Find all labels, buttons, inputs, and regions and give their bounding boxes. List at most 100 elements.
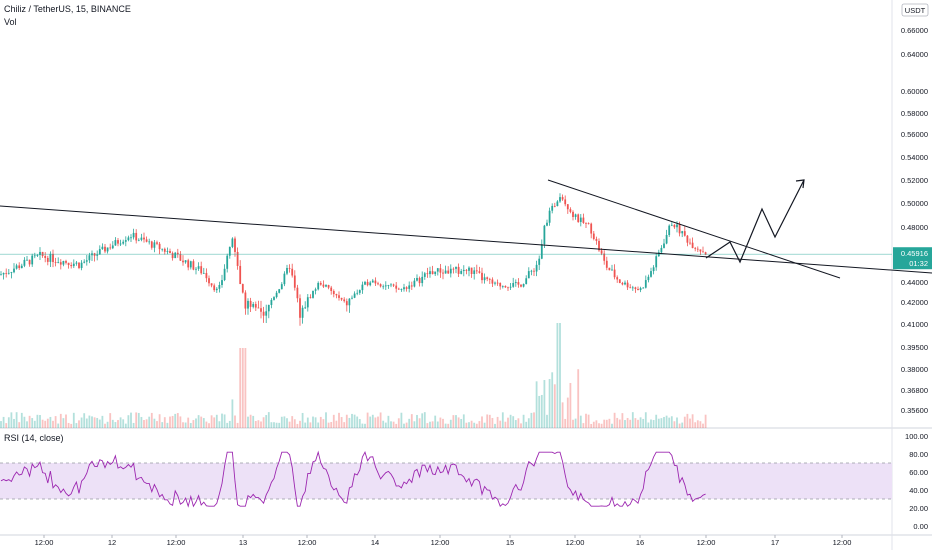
time-tick-label: 13 bbox=[239, 538, 247, 547]
candle bbox=[0, 274, 2, 276]
candle bbox=[691, 242, 694, 249]
volume-bar bbox=[10, 412, 13, 428]
volume-bar bbox=[41, 419, 44, 428]
volume-bar bbox=[527, 418, 530, 428]
candle bbox=[366, 281, 369, 286]
volume-bar bbox=[657, 418, 660, 428]
candle bbox=[299, 298, 301, 318]
volume-bar bbox=[470, 420, 473, 428]
time-tick-label: 12:00 bbox=[298, 538, 317, 547]
candle bbox=[488, 278, 491, 280]
candle bbox=[572, 211, 574, 217]
candle bbox=[403, 287, 405, 290]
candle bbox=[174, 252, 177, 259]
volume-bar bbox=[85, 418, 88, 428]
volume-bar bbox=[299, 420, 301, 428]
candle bbox=[392, 284, 395, 286]
volume-bar bbox=[683, 416, 686, 428]
candle bbox=[683, 231, 686, 236]
candle bbox=[590, 223, 593, 234]
candle bbox=[364, 281, 366, 285]
volume-bar bbox=[387, 415, 390, 428]
volume-bar bbox=[33, 420, 36, 428]
candle bbox=[408, 285, 411, 289]
candle bbox=[538, 258, 541, 265]
candle bbox=[650, 271, 652, 277]
candle bbox=[156, 242, 158, 244]
candle bbox=[436, 268, 439, 272]
price-tick-label: 0.42000 bbox=[901, 298, 928, 307]
candle bbox=[416, 277, 418, 281]
volume-bar bbox=[652, 420, 655, 428]
candle bbox=[208, 278, 210, 284]
volume-bar bbox=[543, 380, 546, 428]
volume-bar bbox=[699, 421, 702, 428]
candle bbox=[413, 280, 416, 287]
candle bbox=[481, 272, 483, 281]
candle bbox=[642, 287, 645, 289]
volume-bar bbox=[283, 416, 286, 428]
volume-bar bbox=[395, 423, 398, 428]
volume-bar bbox=[473, 422, 476, 428]
volume-bar bbox=[343, 422, 346, 428]
price-tick-label: 0.52000 bbox=[901, 176, 928, 185]
candle bbox=[195, 268, 197, 270]
candle bbox=[483, 277, 486, 281]
volume-bar bbox=[595, 420, 598, 428]
candle bbox=[192, 261, 195, 270]
volume-bar bbox=[59, 413, 62, 428]
candle bbox=[296, 287, 299, 299]
candle bbox=[374, 280, 377, 284]
volume-bar bbox=[600, 423, 603, 428]
candle bbox=[634, 287, 637, 289]
volume-bar bbox=[605, 419, 608, 428]
candle bbox=[124, 240, 127, 242]
price-tick-label: 0.44000 bbox=[901, 278, 928, 287]
volume-bar bbox=[236, 422, 239, 428]
volume-bar bbox=[678, 423, 681, 428]
candle bbox=[252, 304, 255, 307]
price-tick-label: 0.50000 bbox=[901, 199, 928, 208]
candle bbox=[444, 270, 447, 274]
rsi-tick-label: 100.00 bbox=[905, 432, 928, 441]
volume-bar bbox=[119, 417, 122, 428]
volume-bar bbox=[62, 418, 65, 428]
candle bbox=[241, 284, 244, 293]
volume-bar bbox=[179, 416, 182, 428]
volume-bar bbox=[67, 422, 70, 428]
candle bbox=[527, 271, 530, 279]
candle bbox=[460, 271, 463, 274]
volume-bar bbox=[486, 414, 489, 428]
price-tick-label: 0.48000 bbox=[901, 223, 928, 232]
candle bbox=[338, 295, 340, 298]
volume-bar bbox=[13, 418, 15, 428]
candle bbox=[288, 267, 291, 269]
candle bbox=[265, 311, 268, 316]
volume-bar bbox=[304, 422, 307, 428]
volume-bar bbox=[611, 423, 613, 428]
volume-bar bbox=[577, 369, 580, 428]
candle bbox=[18, 265, 21, 269]
candle bbox=[213, 285, 216, 291]
volume-bar bbox=[234, 415, 236, 428]
candle bbox=[548, 210, 551, 223]
volume-bar bbox=[426, 423, 429, 428]
candle bbox=[36, 255, 39, 256]
candle bbox=[696, 248, 699, 250]
candle bbox=[361, 284, 364, 291]
candle bbox=[400, 289, 403, 290]
volume-bar bbox=[96, 417, 99, 428]
candle bbox=[280, 284, 283, 290]
volume-bar bbox=[379, 412, 382, 428]
volume-bar bbox=[665, 415, 668, 428]
candle bbox=[153, 242, 156, 248]
volume-bar bbox=[358, 419, 361, 428]
volume-bar bbox=[200, 416, 203, 428]
candle bbox=[210, 283, 213, 286]
candle bbox=[78, 262, 80, 269]
candle bbox=[332, 291, 335, 295]
candle bbox=[592, 233, 595, 239]
volume-bar bbox=[520, 423, 522, 428]
